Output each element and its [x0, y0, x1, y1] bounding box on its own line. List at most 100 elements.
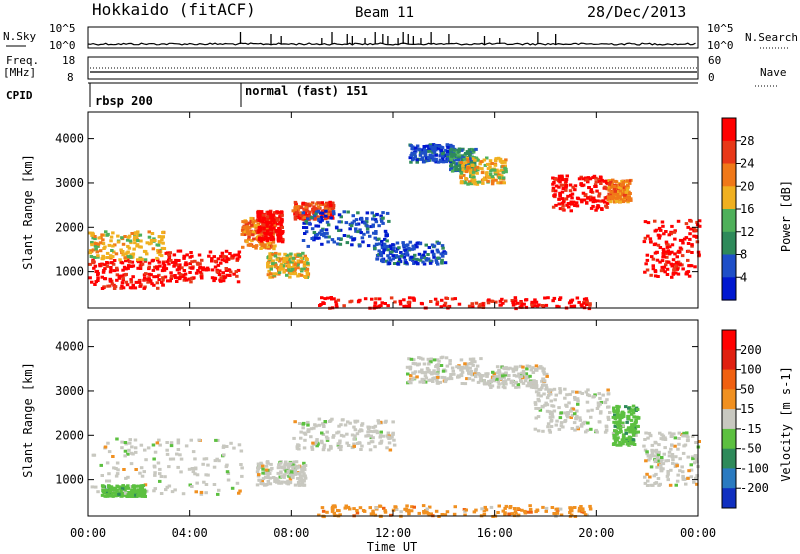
echo-cell — [299, 477, 304, 481]
echo-cell — [271, 476, 276, 479]
echo-cell — [198, 265, 202, 269]
echo-cell — [692, 234, 696, 238]
echo-cell — [139, 484, 144, 488]
echo-cell — [568, 189, 573, 193]
echo-cell — [212, 276, 217, 280]
echo-cell — [301, 426, 305, 430]
echo-cell — [601, 393, 605, 397]
echo-cell — [471, 357, 476, 361]
echo-cell — [222, 255, 226, 258]
echo-cell — [523, 379, 528, 383]
echo-cell — [674, 264, 678, 268]
echo-cell — [487, 380, 491, 383]
echo-cell — [96, 244, 100, 248]
echo-cell — [153, 471, 157, 475]
echo-cell — [510, 512, 514, 516]
echo-cell — [530, 300, 534, 304]
echo-cell — [142, 249, 147, 253]
echo-cell — [468, 168, 473, 172]
echo-cell — [495, 371, 500, 375]
echo-cell — [687, 469, 691, 473]
echo-cell — [629, 198, 633, 202]
echo-cell — [649, 465, 654, 469]
echo-cell — [695, 474, 699, 478]
echo-cell — [588, 302, 592, 306]
echo-cell — [542, 372, 547, 376]
echo-cell — [143, 258, 148, 262]
echo-cell — [184, 444, 189, 448]
echo-cell — [613, 424, 617, 428]
echo-cell — [292, 269, 297, 273]
echo-cell — [280, 480, 284, 484]
echo-cell — [304, 213, 308, 217]
echo-cell — [399, 251, 403, 254]
echo-cell — [431, 148, 435, 152]
echo-cell — [582, 198, 587, 202]
echo-cell — [399, 254, 404, 258]
echo-cell — [488, 176, 492, 180]
echo-cell — [167, 262, 171, 266]
echo-cell — [263, 245, 267, 249]
colorbar-tick-label: 8 — [740, 248, 747, 262]
echo-cell — [438, 144, 442, 148]
echo-cell — [146, 280, 150, 284]
echo-cell — [107, 479, 112, 483]
echo-cell — [365, 224, 369, 228]
echo-cell — [575, 204, 580, 208]
echo-cell — [337, 509, 341, 513]
echo-cell — [408, 240, 413, 244]
echo-cell — [627, 437, 632, 441]
echo-cell — [501, 372, 505, 376]
echo-cell — [121, 278, 125, 282]
echo-cell — [373, 445, 377, 449]
echo-cell — [123, 256, 127, 260]
echo-cell — [587, 307, 592, 311]
echo-cell — [301, 201, 305, 205]
echo-cell — [200, 276, 204, 280]
echo-cell — [111, 455, 115, 458]
echo-cell — [394, 505, 398, 509]
echo-cell — [558, 389, 563, 393]
echo-cell — [325, 430, 329, 434]
echo-cell — [557, 174, 562, 178]
echo-cell — [574, 417, 578, 420]
echo-cell — [613, 409, 617, 413]
echo-cell — [592, 174, 597, 178]
echo-cell — [588, 303, 592, 307]
echo-cell — [545, 374, 549, 378]
echo-cell — [534, 300, 539, 304]
echo-cell — [668, 245, 672, 249]
echo-cell — [173, 274, 177, 277]
echo-cell — [569, 416, 573, 419]
echo-cell — [555, 304, 559, 308]
echo-cell — [292, 436, 296, 440]
echo-cell — [474, 508, 478, 512]
echo-cell — [371, 217, 375, 221]
echo-cell — [201, 462, 205, 466]
echo-cell — [259, 219, 263, 223]
echo-cell — [464, 177, 468, 180]
echo-cell — [595, 407, 600, 410]
echo-cell — [332, 511, 337, 515]
echo-cell — [420, 148, 425, 152]
echo-cell — [488, 383, 492, 387]
echo-cell — [341, 418, 345, 422]
echo-cell — [272, 247, 276, 251]
echo-cell — [188, 271, 192, 274]
echo-cell — [503, 506, 507, 510]
echo-cell — [407, 357, 411, 361]
echo-cell — [291, 256, 296, 260]
echo-cell — [607, 405, 611, 409]
echo-cell — [380, 246, 385, 250]
echo-cell — [433, 371, 437, 375]
echo-cell — [131, 283, 135, 287]
echo-cell — [291, 209, 295, 213]
echo-cell — [368, 448, 373, 452]
echo-cell — [382, 243, 387, 247]
echo-cell — [359, 231, 363, 235]
echo-cell — [322, 446, 326, 450]
echo-cell — [521, 371, 526, 375]
echo-cell — [653, 242, 658, 246]
echo-cell — [91, 260, 95, 263]
